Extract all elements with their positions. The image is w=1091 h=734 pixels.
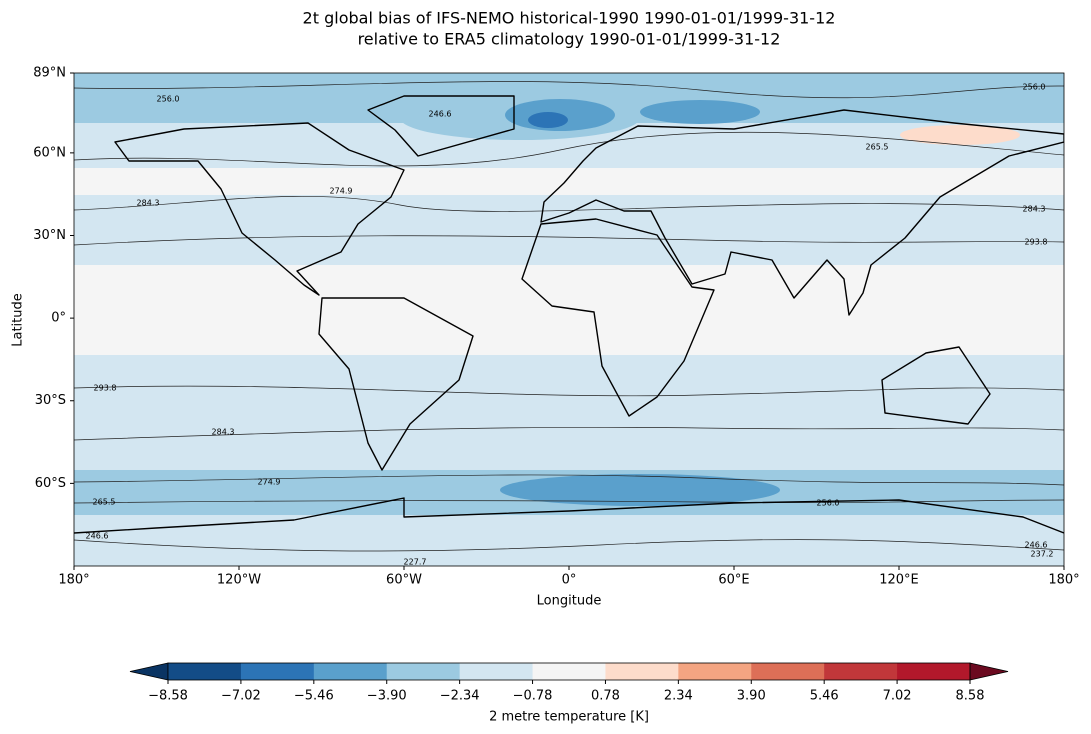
colorbar-tick-label: 8.58 [956, 689, 985, 704]
coastline [367, 95, 515, 157]
contour-label: 293.8 [94, 384, 117, 393]
colorbar-segment [824, 663, 898, 680]
contour-label: 284.3 [1023, 205, 1046, 214]
contour-label: 237.2 [1031, 550, 1054, 559]
contour-label: 256.0 [157, 95, 180, 104]
colorbar-tick-label: −8.58 [148, 689, 188, 704]
coastline [881, 346, 991, 425]
contour-line [74, 474, 1064, 486]
colorbar-segment [605, 663, 679, 680]
contour-line [74, 426, 1064, 441]
contour-label: 265.5 [866, 143, 889, 152]
contour-label: 274.9 [330, 187, 353, 196]
x-axis-label: Longitude [537, 594, 602, 609]
y-tick-label: 89°N [33, 66, 66, 81]
field-patch [640, 100, 760, 124]
colorbar-tick-label: 2.34 [664, 689, 693, 704]
contour-line [74, 385, 1064, 397]
colorbar-frame [167, 662, 971, 681]
contour-line [74, 539, 1064, 552]
colorbar-segment [240, 663, 315, 680]
colorbar-tick-label: −2.34 [440, 689, 480, 704]
contour-label: 227.7 [404, 558, 427, 567]
colorbar-segment [168, 663, 242, 680]
contour-line [74, 235, 1064, 246]
colorbar-segment [386, 663, 461, 680]
field-patch [528, 112, 568, 128]
x-tick-label: 60°E [718, 573, 749, 588]
coastline [114, 122, 405, 296]
x-tick-label: 120°W [217, 573, 261, 588]
field-subtropics [74, 195, 1064, 265]
map-field: 256.0 246.6 256.0 265.5 274.9 284.3 284.3 293.8… [74, 73, 1064, 567]
contour-label: 274.9 [258, 478, 281, 487]
contour-line [74, 195, 1064, 212]
coastline [74, 497, 1064, 534]
x-tick-label: 0° [562, 573, 577, 588]
y-tick-label: 30°S [35, 393, 66, 408]
coastline [540, 109, 1064, 316]
chart-title: 2t global bias of IFS-NEMO historical-19… [303, 9, 836, 28]
coastline [521, 218, 715, 417]
y-tick-label: 60°N [33, 145, 66, 160]
y-tick-label: 60°S [35, 476, 66, 491]
colorbar-tick-label: −0.78 [513, 689, 553, 704]
contour-line [74, 81, 1064, 99]
x-tick-label: 180° [58, 573, 89, 588]
colorbar-segment [532, 663, 606, 680]
colorbar-extend-low [129, 662, 169, 681]
colorbar-tick-label: 7.02 [883, 689, 912, 704]
contour-label: 284.3 [212, 428, 235, 437]
contour-label: 284.3 [137, 199, 160, 208]
y-axis-label: Latitude [11, 293, 26, 347]
colorbar-tick-label: −5.46 [294, 689, 334, 704]
colorbar-segment [897, 663, 971, 680]
field-southern-ocean [74, 355, 1064, 470]
field-patch [900, 125, 1020, 145]
colorbar-tick-label: 0.78 [591, 689, 620, 704]
coastline [318, 297, 474, 471]
colorbar-segment [751, 663, 825, 680]
contour-line [74, 499, 1064, 504]
contour-label: 246.6 [429, 110, 452, 119]
contour-label: 256.0 [817, 499, 840, 508]
colorbar-segment [313, 663, 388, 680]
x-tick-label: 180° [1048, 573, 1079, 588]
contour-label: 293.8 [1025, 238, 1048, 247]
colorbar-tick-label: 3.90 [737, 689, 766, 704]
contour-label: 246.6 [1025, 541, 1048, 550]
x-tick-label: 120°E [879, 573, 919, 588]
colorbar-tick-label: −3.90 [367, 689, 407, 704]
colorbar-label: 2 metre temperature [K] [489, 710, 649, 725]
field-patch [500, 474, 780, 506]
chart-subtitle: relative to ERA5 climatology 1990-01-01/… [358, 30, 781, 49]
contour-line [74, 131, 1064, 167]
colorbar-tick-label: −7.02 [221, 689, 261, 704]
contour-label: 256.0 [1023, 83, 1046, 92]
y-tick-label: 30°N [33, 228, 66, 243]
contour-label: 265.5 [93, 498, 116, 507]
colorbar-tick-label: 5.46 [810, 689, 839, 704]
contour-label: 246.6 [86, 532, 109, 541]
x-tick-label: 60°W [386, 573, 422, 588]
colorbar-segment [459, 663, 534, 680]
colorbar-segment [678, 663, 752, 680]
field-antarctic [74, 515, 1064, 566]
y-tick-label: 0° [51, 311, 66, 326]
colorbar-extend-high [969, 662, 1009, 681]
